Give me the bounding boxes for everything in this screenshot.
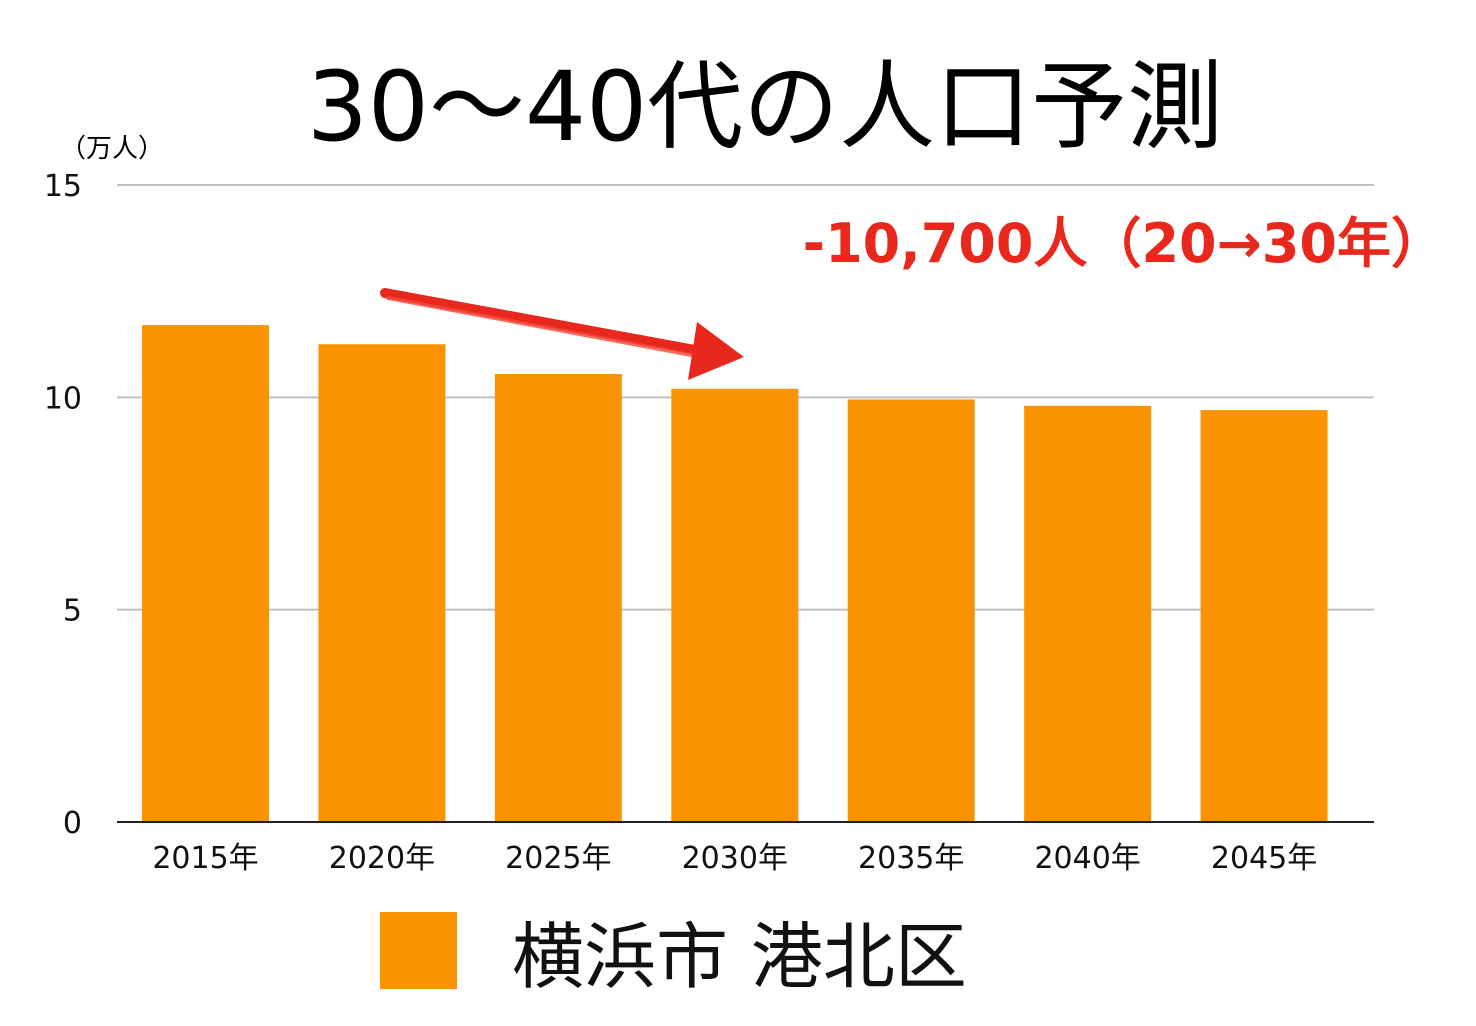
x-tick-label: 2035年 <box>858 841 964 876</box>
x-tick-label: 2025年 <box>505 841 611 876</box>
x-tick-label: 2020年 <box>329 841 435 876</box>
chart-title: 30〜40代の人口予測 <box>307 51 1223 163</box>
x-tick-label: 2045年 <box>1211 841 1317 876</box>
x-ticks: 2015年 2020年 2025年 2030年 2035年 2040年 2045年 <box>152 841 1317 876</box>
x-tick-label: 2040年 <box>1034 841 1140 876</box>
legend-label: 横浜市 港北区 <box>512 915 967 999</box>
y-tick-label: 5 <box>63 594 82 629</box>
bar-2015年 <box>142 325 269 822</box>
change-annotation: -10,700人（20→30年） <box>803 212 1445 275</box>
bar-2025年 <box>494 373 622 822</box>
bar-2020年 <box>318 344 446 822</box>
legend-swatch <box>380 912 457 989</box>
y-tick-label: 10 <box>44 381 82 416</box>
y-ticks: 0 5 10 15 <box>44 169 82 841</box>
trend-arrow <box>380 288 744 380</box>
y-tick-label: 0 <box>63 806 82 841</box>
bar-2030年 <box>671 388 799 822</box>
bar-2040年 <box>1024 405 1152 822</box>
bar-2045年 <box>1200 410 1328 822</box>
x-tick-label: 2015年 <box>152 841 258 876</box>
y-tick-label: 15 <box>44 169 82 204</box>
x-tick-label: 2030年 <box>682 841 788 876</box>
bars <box>142 325 1328 822</box>
y-unit-label: （万人） <box>60 134 164 164</box>
bar-2035年 <box>847 399 975 822</box>
